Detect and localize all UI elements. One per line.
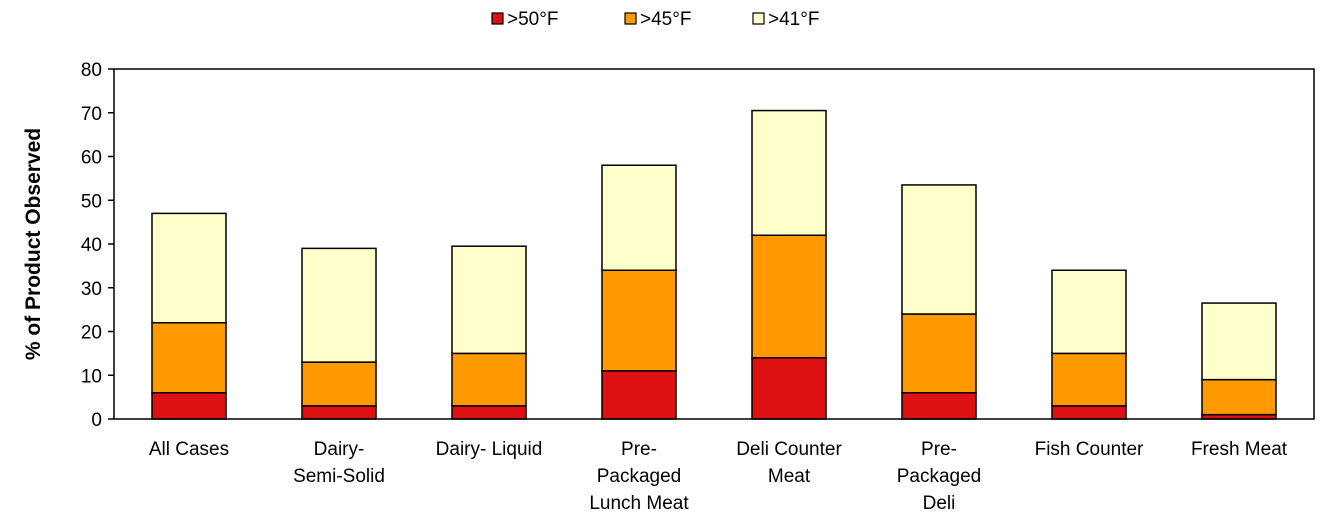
x-category-label-line: Pre- [921,439,957,460]
bar-segment [601,164,677,271]
bar-segment [751,234,827,359]
x-category-label-line: Fresh Meat [1191,439,1288,460]
x-category-label-line: Lunch Meat [589,493,689,514]
y-tick-label: 20 [81,323,102,344]
legend-label: >45°F [640,9,691,30]
x-category-label: Pre- Packaged Lunch Meat [589,439,689,514]
x-category-label-line: Semi-Solid [293,466,385,487]
bar-segment [301,361,377,407]
bar-segment [901,184,977,315]
y-axis-label: % of Product Observed [22,128,45,360]
legend-swatch [491,12,504,25]
bar-segment [301,247,377,363]
x-category-label-line: Fish Counter [1035,439,1144,460]
bar-segment [901,313,977,394]
y-tick-label: 0 [91,410,102,431]
bar-segment [1051,405,1127,420]
bar-segment [601,269,677,372]
x-category-label: Pre- Packaged Deli [897,439,982,514]
x-category-label: Dairy- Liquid [436,439,543,460]
x-category-label: Deli Counter Meat [736,439,842,487]
bar-segment [451,405,527,420]
bar-segment [751,357,827,420]
bar-segment [1051,352,1127,407]
bar-segment [151,322,227,394]
x-category-label-line: Packaged [897,466,982,487]
bar-segment [451,352,527,407]
bar-segment [151,392,227,420]
x-category-label-line: Dairy- [314,439,365,460]
legend-label: >41°F [768,9,819,30]
bar-segment [1201,302,1277,381]
x-category-label: All Cases [149,439,229,460]
x-category-label-line: Dairy- Liquid [436,439,543,460]
legend-label: >50°F [507,9,558,30]
bars [151,109,1277,420]
y-tick-label: 70 [81,104,102,125]
legend: >50°F >45°F >41°F [491,9,819,30]
x-category-label: Fish Counter [1035,439,1144,460]
bar-segment [451,245,527,355]
y-tick-label: 10 [81,366,102,387]
bar-segment [301,405,377,420]
y-tick-label: 40 [81,235,102,256]
x-category-label-line: Meat [768,466,811,487]
legend-swatch [624,12,637,25]
x-category-label-line: All Cases [149,439,229,460]
y-tick-label: 50 [81,191,102,212]
y-tick-label: 30 [81,279,102,300]
y-tick-label: 80 [81,60,102,81]
x-category-label-line: Packaged [597,466,682,487]
x-axis-labels: All Cases Dairy- Semi-Solid Dairy- Liquid Pr… [149,439,1288,514]
y-tick-label: 60 [81,148,102,169]
x-category-label: Fresh Meat [1191,439,1288,460]
x-category-label-line: Deli Counter [736,439,842,460]
plot-area-frame [113,68,1315,420]
bar-segment [601,370,677,420]
bar-segment [1201,378,1277,416]
bar-segment [1051,269,1127,355]
y-axis-ticks: 0 10 20 30 40 50 60 70 80 [81,60,114,431]
bar-segment [151,212,227,324]
bar-segment [751,109,827,236]
x-category-label-line: Pre- [621,439,657,460]
legend-swatch [752,12,765,25]
x-category-label: Dairy- Semi-Solid [293,439,385,487]
x-category-label-line: Deli [923,493,956,514]
bar-segment [901,392,977,420]
